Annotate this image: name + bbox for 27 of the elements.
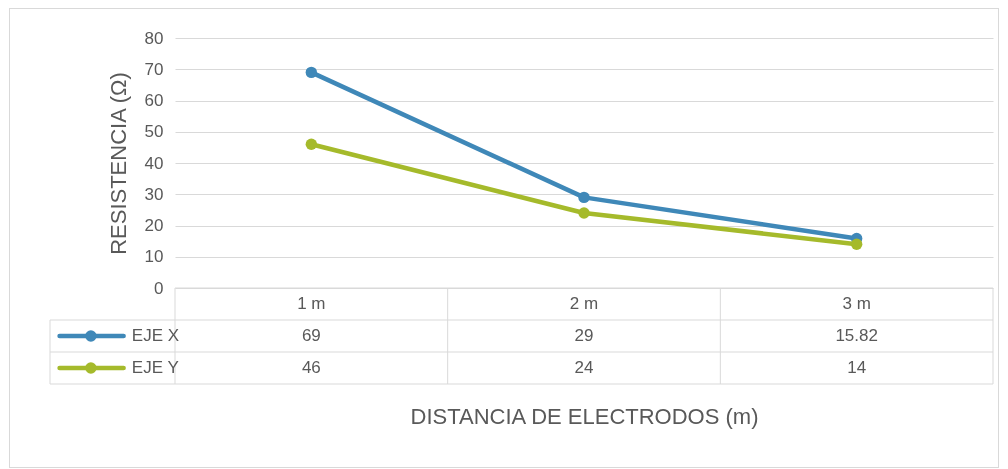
point [578,207,590,219]
y-tick-label: 60 [144,91,164,110]
legend-label: EJE Y [131,358,179,377]
y-tick-label: 10 [144,247,164,267]
data-label: 15.82 [835,326,878,345]
y-tick-label: 40 [144,153,164,173]
point [850,238,863,250]
data-label: 69 [301,326,321,345]
y-tick-label: 0 [154,278,164,298]
x-tick-label: 2 m [569,294,599,313]
y-tick-label: 70 [144,59,164,79]
y-axis-title: RESISTENCIA (Ω) [105,72,131,255]
legend-label: EJE X [131,326,180,345]
data-label: 14 [847,358,867,377]
y-tick-label: 30 [144,184,164,204]
y-tick-label: 50 [144,122,164,142]
y-tick-label: 20 [144,216,164,235]
x-tick-label: 1 m [297,294,326,313]
data-label: 46 [301,358,321,377]
x-axis-title: DISTANCIA DE ELECTRODOS (m) [410,403,759,429]
x-tick-label: 3 m [842,294,871,313]
point [305,66,318,79]
data-label: 24 [574,358,594,377]
data-label: 29 [574,326,594,345]
point [578,191,590,204]
point [305,138,318,150]
y-tick-label: 80 [144,28,164,48]
